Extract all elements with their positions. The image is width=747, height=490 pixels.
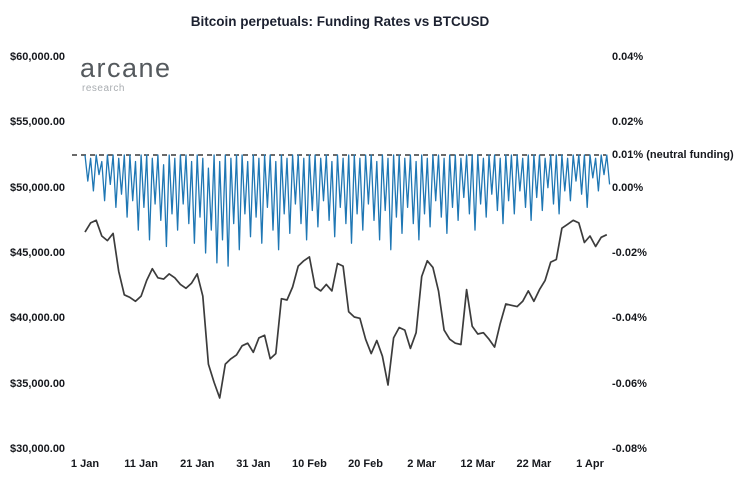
left-axis-tick-label: $35,000.00	[10, 377, 66, 390]
x-axis-tick-label: 22 Mar	[516, 458, 552, 470]
right-axis-tick-label: -0.04%	[612, 312, 647, 325]
chart-title: Bitcoin perpetuals: Funding Rates vs BTC…	[190, 14, 490, 29]
x-axis-tick-label: 12 Mar	[460, 458, 496, 470]
x-axis-tick-label: 10 Feb	[292, 458, 327, 470]
right-axis-tick-label: 0.04%	[612, 51, 644, 63]
x-axis-tick-label: 21 Jan	[180, 458, 215, 470]
arcane-logo-text: arcane	[80, 53, 172, 83]
btcusd-price-line	[84, 219, 608, 399]
x-axis-tick-label: 31 Jan	[236, 458, 271, 470]
left-axis-tick-label: $30,000.00	[10, 443, 66, 455]
left-axis-tick-label: $50,000.00	[10, 181, 66, 194]
right-axis-tick-label: -0.06%	[612, 377, 647, 390]
right-axis-tick-label: -0.02%	[612, 247, 647, 259]
left-axis-tick-label: $45,000.00	[10, 247, 66, 259]
right-axis-tick-label: -0.08%	[612, 443, 647, 455]
x-axis-tick-label: 11 Jan	[124, 458, 158, 470]
left-axis-tick-label: $55,000.00	[10, 116, 66, 129]
funding-rate-line	[84, 154, 611, 267]
arcane-logo: arcane research	[80, 55, 172, 94]
right-axis-tick-label: 0.02%	[612, 116, 644, 129]
right-axis-tick-label: 0.00%	[612, 181, 644, 194]
x-axis-tick-label: 1 Apr	[576, 458, 604, 470]
left-axis-tick-label: $60,000.00	[10, 51, 66, 63]
arcane-logo-subtext: research	[82, 83, 125, 94]
x-axis-tick-label: 1 Jan	[70, 458, 100, 470]
neutral-funding-label: 0.01% (neutral funding)	[612, 149, 734, 161]
x-axis-tick-label: 20 Feb	[348, 458, 383, 470]
x-axis-tick-label: 2 Mar	[407, 458, 437, 470]
left-axis-tick-label: $40,000.00	[10, 312, 66, 325]
